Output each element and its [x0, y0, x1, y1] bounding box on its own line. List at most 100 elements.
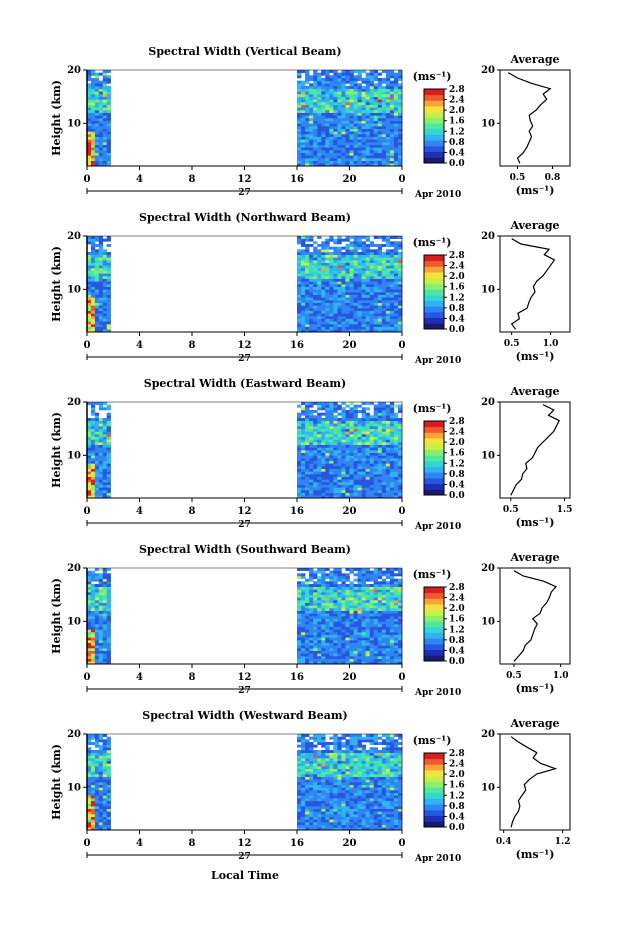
- heatmap-cell: [397, 444, 403, 448]
- heatmap-cell: [361, 418, 366, 421]
- heatmap-cell: [369, 128, 375, 132]
- heatmap-cell: [317, 597, 322, 601]
- heatmap-cell: [385, 313, 391, 317]
- heatmap-cell: [341, 144, 346, 148]
- heatmap-cell: [106, 273, 111, 277]
- heatmap-cell: [357, 144, 362, 148]
- heatmap-cell: [90, 147, 96, 151]
- heatmap-cell: [333, 318, 338, 322]
- heatmap-cell: [325, 621, 330, 625]
- heatmap-cell: [337, 115, 342, 119]
- heatmap-cell: [297, 824, 302, 828]
- heatmap-cell: [337, 310, 342, 314]
- heatmap-cell: [325, 80, 330, 84]
- heatmap-cell: [365, 115, 370, 119]
- heatmap-cell: [87, 626, 92, 630]
- heatmap-cell: [98, 450, 104, 453]
- heatmap-cell: [102, 471, 107, 475]
- heatmap-cell: [349, 281, 354, 285]
- heatmap-cell: [357, 321, 362, 325]
- heatmap-cell: [317, 286, 322, 290]
- heatmap-cell: [389, 270, 395, 274]
- heatmap-cell: [305, 634, 310, 638]
- heatmap-cell: [106, 736, 111, 740]
- heatmap-cell: [321, 70, 326, 73]
- heatmap-cell: [341, 592, 346, 595]
- heatmap-cell: [309, 302, 314, 306]
- heatmap-cell: [389, 618, 395, 622]
- heatmap-cell: [325, 418, 330, 421]
- heatmap-cell: [373, 594, 379, 598]
- heatmap-cell: [337, 289, 342, 293]
- heatmap-cell: [106, 104, 111, 108]
- heatmap-cell: [337, 155, 342, 159]
- heatmap-cell: [301, 150, 306, 153]
- heatmap-cell: [106, 768, 111, 772]
- heatmap-cell: [333, 321, 338, 325]
- heatmap-cell: [94, 642, 100, 646]
- heatmap-cell: [90, 407, 96, 411]
- heatmap-cell: [321, 452, 326, 456]
- heatmap-cell: [87, 758, 92, 761]
- heatmap-cell: [373, 637, 379, 641]
- heatmap-cell: [393, 602, 399, 606]
- heatmap-cell: [325, 152, 330, 156]
- heatmap-cell: [337, 268, 342, 271]
- heatmap-cell: [313, 629, 318, 633]
- heatmap-cell: [389, 144, 395, 148]
- heatmap-cell: [333, 152, 338, 156]
- heatmap-cell: [106, 75, 111, 79]
- heatmap-cell: [349, 112, 354, 116]
- heatmap-cell: [106, 278, 111, 282]
- heatmap-cell: [349, 568, 354, 571]
- heatmap-cell: [397, 163, 403, 167]
- heatmap-cell: [349, 120, 354, 124]
- heatmap-cell: [361, 653, 366, 657]
- heatmap-cell: [345, 444, 350, 448]
- heatmap-cell: [345, 268, 350, 271]
- heatmap-cell: [87, 597, 92, 601]
- heatmap-cell: [357, 576, 362, 579]
- heatmap-cell: [377, 573, 383, 577]
- heatmap-cell: [349, 412, 354, 416]
- heatmap-cell: [297, 468, 302, 472]
- heatmap-cell: [377, 112, 383, 116]
- heatmap-cell: [313, 602, 318, 606]
- heatmap-cell: [341, 613, 346, 617]
- heatmap-cell: [106, 597, 111, 601]
- heatmap-cell: [94, 806, 100, 809]
- heatmap-cell: [345, 495, 350, 499]
- heatmap-cell: [90, 790, 96, 793]
- heatmap-cell: [301, 147, 306, 151]
- heatmap-cell: [353, 594, 358, 598]
- heatmap-cell: [389, 104, 395, 108]
- heatmap-cell: [102, 75, 107, 79]
- heatmap-cell: [102, 147, 107, 151]
- heatmap-cell: [325, 94, 330, 97]
- heatmap-cell: [377, 310, 383, 314]
- heatmap-cell: [341, 581, 346, 585]
- heatmap-cell: [98, 83, 104, 87]
- heatmap-cell: [393, 428, 399, 432]
- heatmap-cell: [377, 294, 383, 298]
- heatmap-cell: [377, 616, 383, 619]
- heatmap-cell: [106, 300, 111, 303]
- colorbar-tick-label: 2.8: [449, 251, 465, 261]
- heatmap-cell: [94, 576, 100, 579]
- heatmap-cell: [102, 822, 107, 825]
- heatmap-cell: [106, 460, 111, 464]
- heatmap-cell: [365, 474, 370, 477]
- heatmap-cell: [345, 326, 350, 330]
- heatmap-cell: [349, 490, 354, 493]
- heatmap-cell: [349, 110, 354, 113]
- heatmap-cell: [373, 439, 379, 443]
- heatmap-cell: [349, 423, 354, 427]
- heatmap-cell: [345, 99, 350, 103]
- heatmap-cell: [373, 471, 379, 475]
- heatmap-cell: [381, 434, 387, 437]
- heatmap-cell: [397, 86, 403, 89]
- heatmap-cell: [377, 618, 383, 622]
- heatmap-cell: [389, 594, 395, 598]
- heatmap-cell: [381, 115, 387, 119]
- heatmap-cell: [345, 281, 350, 285]
